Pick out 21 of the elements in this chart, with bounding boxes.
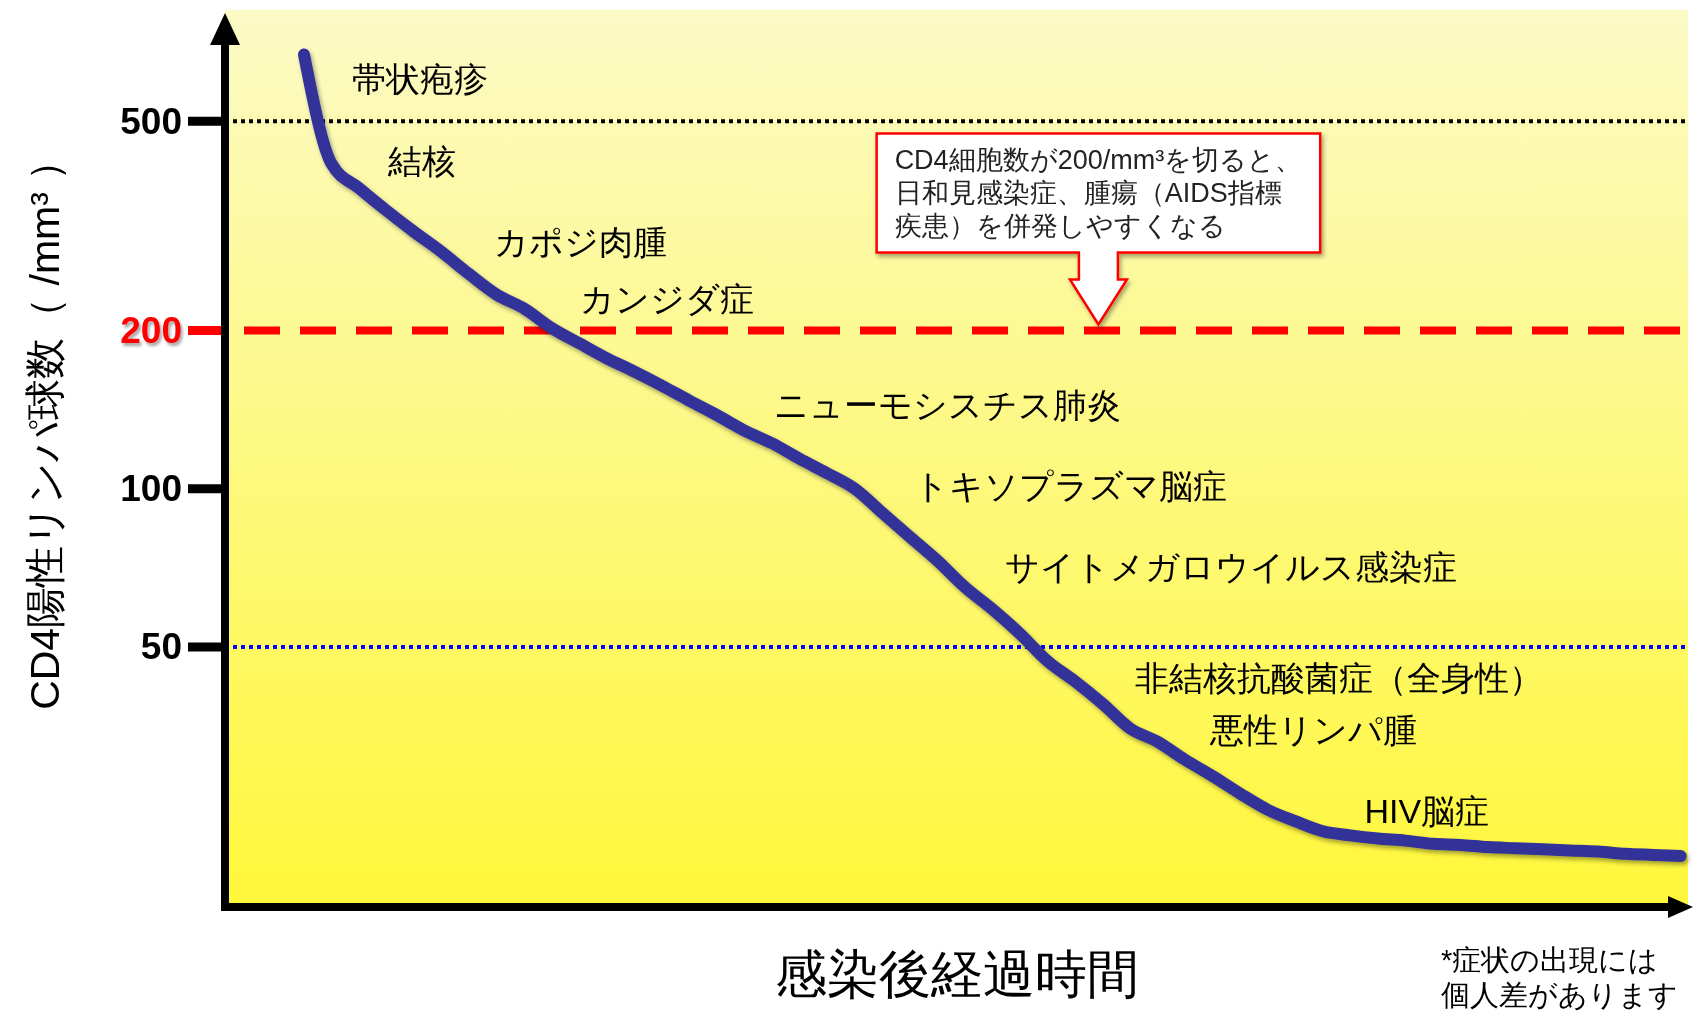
disease-label: 帯状疱疹 (351, 60, 488, 99)
disease-label: ニューモシスチス肺炎 (774, 385, 1122, 424)
y-tick-label: 500 (120, 100, 182, 142)
ref-line-label: 200 (120, 309, 182, 351)
note: 個人差があります (1441, 979, 1678, 1011)
note: *症状の出現には (1441, 944, 1659, 976)
disease-label: カポジ肉腫 (493, 223, 667, 262)
disease-label: サイトメガロウイルス感染症 (1005, 548, 1457, 587)
callout-text: 日和見感染症、腫瘍（AIDS指標 (894, 177, 1282, 208)
disease-label: 非結核抗酸菌症（全身性） (1135, 658, 1544, 697)
disease-label: トキソプラズマ脳症 (914, 466, 1228, 505)
disease-label: HIV脳症 (1364, 792, 1490, 831)
disease-label: カンジダ症 (579, 280, 754, 319)
disease-label: 悪性リンパ腫 (1209, 710, 1417, 749)
y-axis-title: CD4陽性リンパ球数（ /mm³ ） (22, 139, 68, 710)
y-tick-label: 100 (120, 468, 182, 510)
y-tick-label: 50 (140, 626, 182, 668)
disease-label: 結核 (388, 141, 457, 180)
x-axis-title: 感染後経過時間 (774, 945, 1139, 1003)
callout-text: 疾患）を併発しやすくなる (894, 210, 1226, 241)
callout-text: CD4細胞数が200/mm³を切ると、 (894, 144, 1303, 175)
